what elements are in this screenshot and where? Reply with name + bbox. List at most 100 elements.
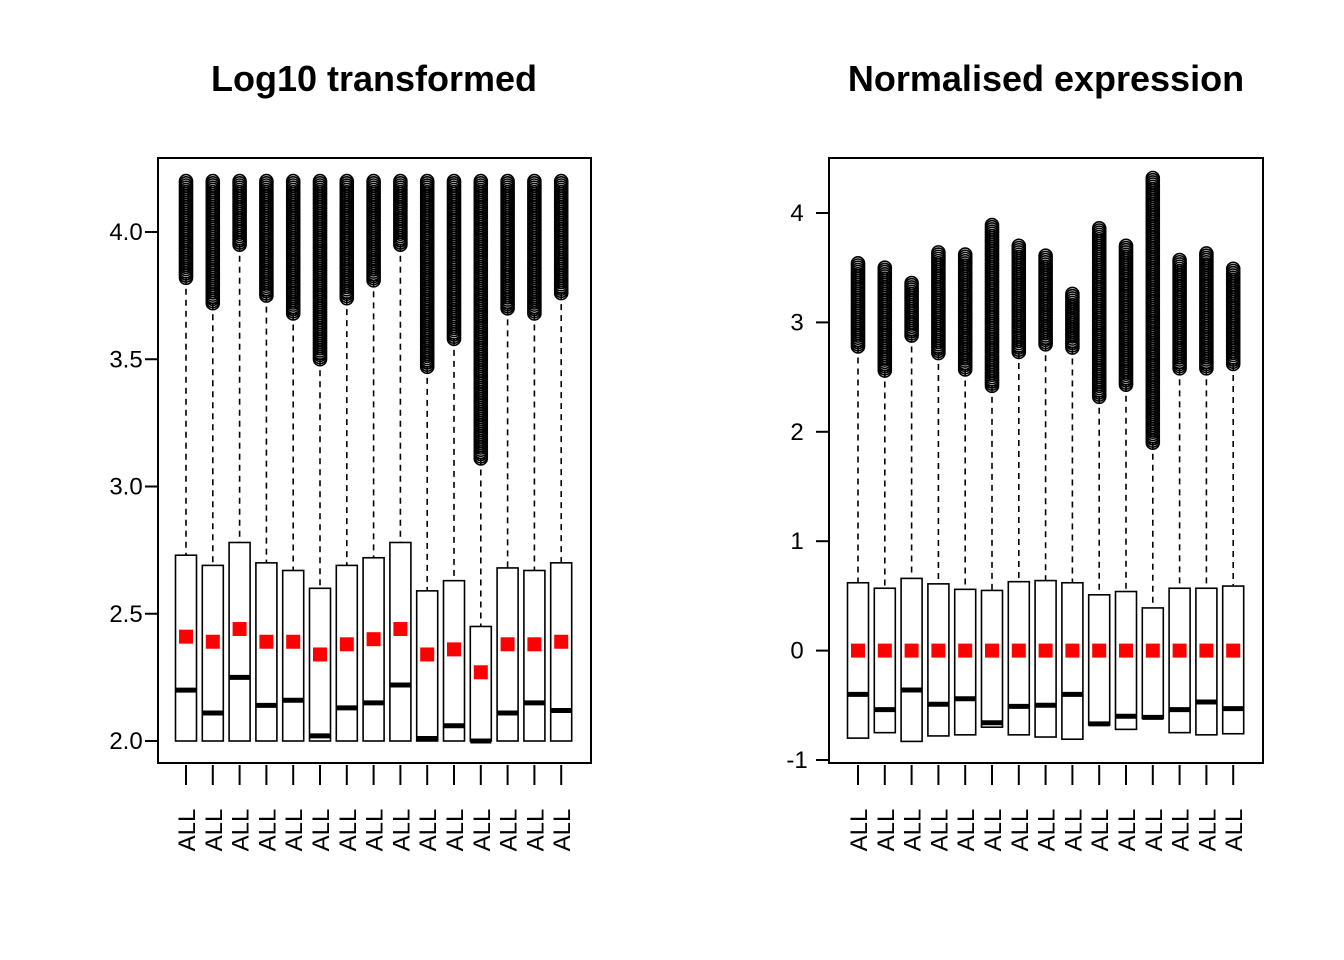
x-category-label: ALL bbox=[388, 809, 415, 852]
outlier-points bbox=[1038, 248, 1053, 352]
box-iqr bbox=[1034, 579, 1057, 738]
x-category-label: ALL bbox=[1060, 809, 1087, 852]
box-iqr bbox=[1168, 587, 1191, 734]
x-category-label: ALL bbox=[1168, 809, 1195, 852]
box-iqr bbox=[442, 579, 466, 742]
outlier-point bbox=[877, 363, 893, 378]
outlier-point bbox=[393, 237, 408, 253]
box-14 bbox=[523, 173, 546, 742]
box-iqr bbox=[335, 564, 359, 742]
mean-marker bbox=[1172, 643, 1187, 658]
x-axis: ALL ALL ALL ALL ALL ALL ALL ALL ALL ALL ALL ALL ALL A… bbox=[846, 765, 1248, 852]
box-12 bbox=[1141, 170, 1165, 720]
outlier-point bbox=[232, 237, 247, 253]
y-axis: -1 0 1 2 3 4 bbox=[786, 200, 829, 774]
y-tick-label: 4.0 bbox=[109, 219, 142, 246]
outlier-point bbox=[553, 285, 569, 301]
y-tick-label: 4 bbox=[790, 200, 803, 227]
x-category-label: ALL bbox=[980, 809, 1007, 852]
outlier-points bbox=[1011, 238, 1027, 360]
plot-frame bbox=[828, 157, 1264, 764]
box-9 bbox=[1061, 286, 1084, 741]
x-category-label: ALL bbox=[926, 809, 953, 852]
y-tick-label: 0 bbox=[790, 638, 803, 665]
outlier-point bbox=[259, 288, 274, 303]
box-iqr bbox=[1061, 581, 1084, 741]
mean-marker bbox=[851, 643, 865, 658]
box-iqr bbox=[1141, 607, 1165, 720]
box-15 bbox=[1221, 261, 1245, 735]
box-iqr bbox=[846, 581, 870, 739]
box-iqr bbox=[389, 541, 412, 742]
x-category-label: ALL bbox=[442, 809, 469, 852]
box-iqr bbox=[174, 554, 198, 742]
mean-marker bbox=[393, 622, 408, 637]
outlier-points bbox=[1199, 246, 1214, 376]
outlier-points bbox=[527, 173, 542, 321]
box-iqr bbox=[496, 567, 519, 742]
box-10 bbox=[415, 173, 439, 742]
mean-marker bbox=[1199, 643, 1214, 658]
outlier-points bbox=[205, 173, 221, 311]
box-iqr bbox=[900, 577, 923, 743]
mean-marker bbox=[931, 643, 946, 658]
mean-marker bbox=[179, 629, 193, 644]
mean-marker bbox=[313, 647, 327, 662]
boxes bbox=[174, 173, 573, 744]
box-6 bbox=[980, 217, 1004, 728]
box-6 bbox=[308, 173, 332, 742]
outlier-points bbox=[1091, 221, 1107, 405]
mean-marker bbox=[1065, 643, 1080, 658]
outlier-points bbox=[312, 173, 328, 367]
x-category-label: ALL bbox=[335, 809, 362, 852]
box-13 bbox=[496, 173, 519, 742]
outlier-point bbox=[984, 378, 1000, 394]
x-category-label: ALL bbox=[873, 809, 900, 852]
mean-marker bbox=[1119, 643, 1133, 658]
outlier-points bbox=[904, 275, 919, 343]
outlier-point bbox=[1172, 361, 1187, 376]
mean-marker bbox=[420, 647, 435, 662]
mean-marker bbox=[1011, 643, 1026, 658]
outlier-point bbox=[850, 339, 866, 354]
box-3 bbox=[900, 275, 923, 743]
outlier-point bbox=[366, 273, 381, 288]
chart-title: Log10 transformed bbox=[211, 58, 537, 99]
box-iqr bbox=[549, 562, 573, 742]
x-category-label: ALL bbox=[308, 809, 335, 852]
box-14 bbox=[1195, 246, 1218, 736]
outlier-point bbox=[1091, 389, 1107, 405]
outlier-points bbox=[984, 217, 1000, 394]
outlier-points bbox=[850, 256, 866, 354]
box-4 bbox=[927, 245, 950, 737]
x-category-label: ALL bbox=[174, 809, 201, 852]
mean-marker bbox=[904, 643, 919, 658]
x-category-label: ALL bbox=[254, 809, 281, 852]
mean-marker bbox=[339, 637, 354, 652]
outlier-point bbox=[1065, 340, 1080, 355]
box-1 bbox=[846, 256, 870, 739]
x-category-label: ALL bbox=[281, 809, 308, 852]
box-iqr bbox=[1007, 580, 1031, 736]
plot-frame bbox=[157, 157, 592, 764]
outlier-points bbox=[446, 173, 462, 347]
x-category-label: ALL bbox=[362, 809, 389, 852]
x-category-label: ALL bbox=[900, 809, 927, 852]
box-iqr bbox=[308, 587, 332, 742]
box-13 bbox=[1168, 252, 1191, 734]
mean-marker bbox=[259, 634, 274, 649]
x-category-label: ALL bbox=[415, 809, 442, 852]
outlier-points bbox=[1118, 238, 1134, 393]
outlier-points bbox=[553, 173, 569, 301]
outlier-point bbox=[527, 306, 542, 321]
x-category-label: ALL bbox=[846, 809, 873, 852]
x-category-label: ALL bbox=[496, 809, 523, 852]
box-iqr bbox=[281, 569, 305, 742]
mean-marker bbox=[877, 643, 892, 658]
outlier-points bbox=[1172, 252, 1187, 376]
box-iqr bbox=[415, 590, 439, 742]
outlier-point bbox=[1011, 344, 1027, 360]
box-iqr bbox=[255, 562, 278, 742]
box-iqr bbox=[1087, 594, 1111, 726]
